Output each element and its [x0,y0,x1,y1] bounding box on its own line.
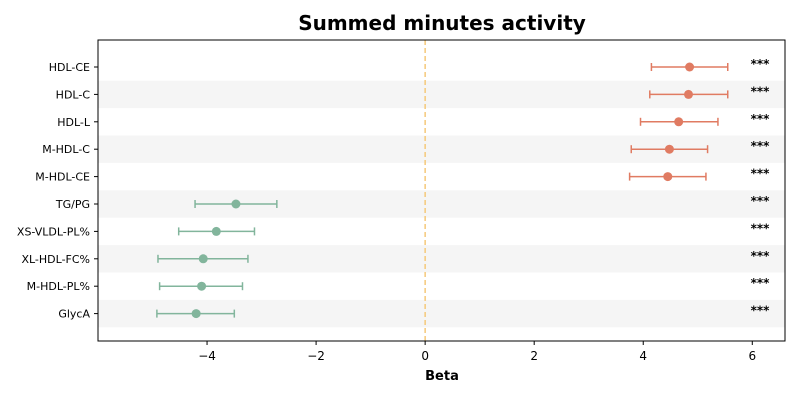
significance-labels: *** *** *** *** *** *** *** *** *** *** [751,57,771,318]
beta-point [674,117,684,127]
data-marks [156,62,729,319]
x-tick-label: 6 [748,349,756,363]
beta-point [198,254,208,264]
beta-point [191,309,201,319]
significance-label: *** [751,249,771,263]
beta-point [211,226,221,236]
x-axis-ticks: −4 −2 0 2 4 6 [198,341,756,363]
significance-label: *** [751,221,771,235]
x-tick-label: 0 [421,349,429,363]
x-tick-label: −4 [198,349,216,363]
x-tick-label: −2 [307,349,325,363]
significance-label: *** [751,57,771,71]
x-tick-label: 2 [530,349,538,363]
y-tick-label: XS-VLDL-PL% [17,225,90,238]
beta-point [685,62,695,72]
y-tick-label: HDL-C [56,88,91,101]
beta-point [231,199,241,209]
plot-frame [97,39,786,342]
beta-point [683,89,693,99]
beta-point [663,172,673,182]
beta-point [664,144,674,154]
significance-label: *** [751,139,771,153]
significance-label: *** [751,304,771,318]
beta-point [197,281,207,291]
y-tick-label: M-HDL-C [42,143,90,156]
x-axis-label: Beta [425,369,459,384]
y-tick-label: XL-HDL-FC% [21,253,90,266]
y-tick-label: GlycA [58,308,90,321]
significance-label: *** [751,167,771,181]
y-tick-label: M-HDL-PL% [27,280,90,293]
y-tick-label: M-HDL-CE [35,171,90,184]
y-tick-label: TG/PG [55,198,90,211]
y-tick-label: HDL-CE [49,61,90,74]
chart-title: Summed minutes activity [298,11,586,35]
significance-label: *** [751,276,771,290]
x-tick-label: 4 [639,349,647,363]
significance-label: *** [751,112,771,126]
significance-label: *** [751,194,771,208]
significance-label: *** [751,84,771,98]
y-tick-label: HDL-L [57,116,91,129]
y-tick-labels: HDL-CE HDL-C HDL-L M-HDL-C M-HDL-CE TG/PG XS-V… [17,61,98,321]
